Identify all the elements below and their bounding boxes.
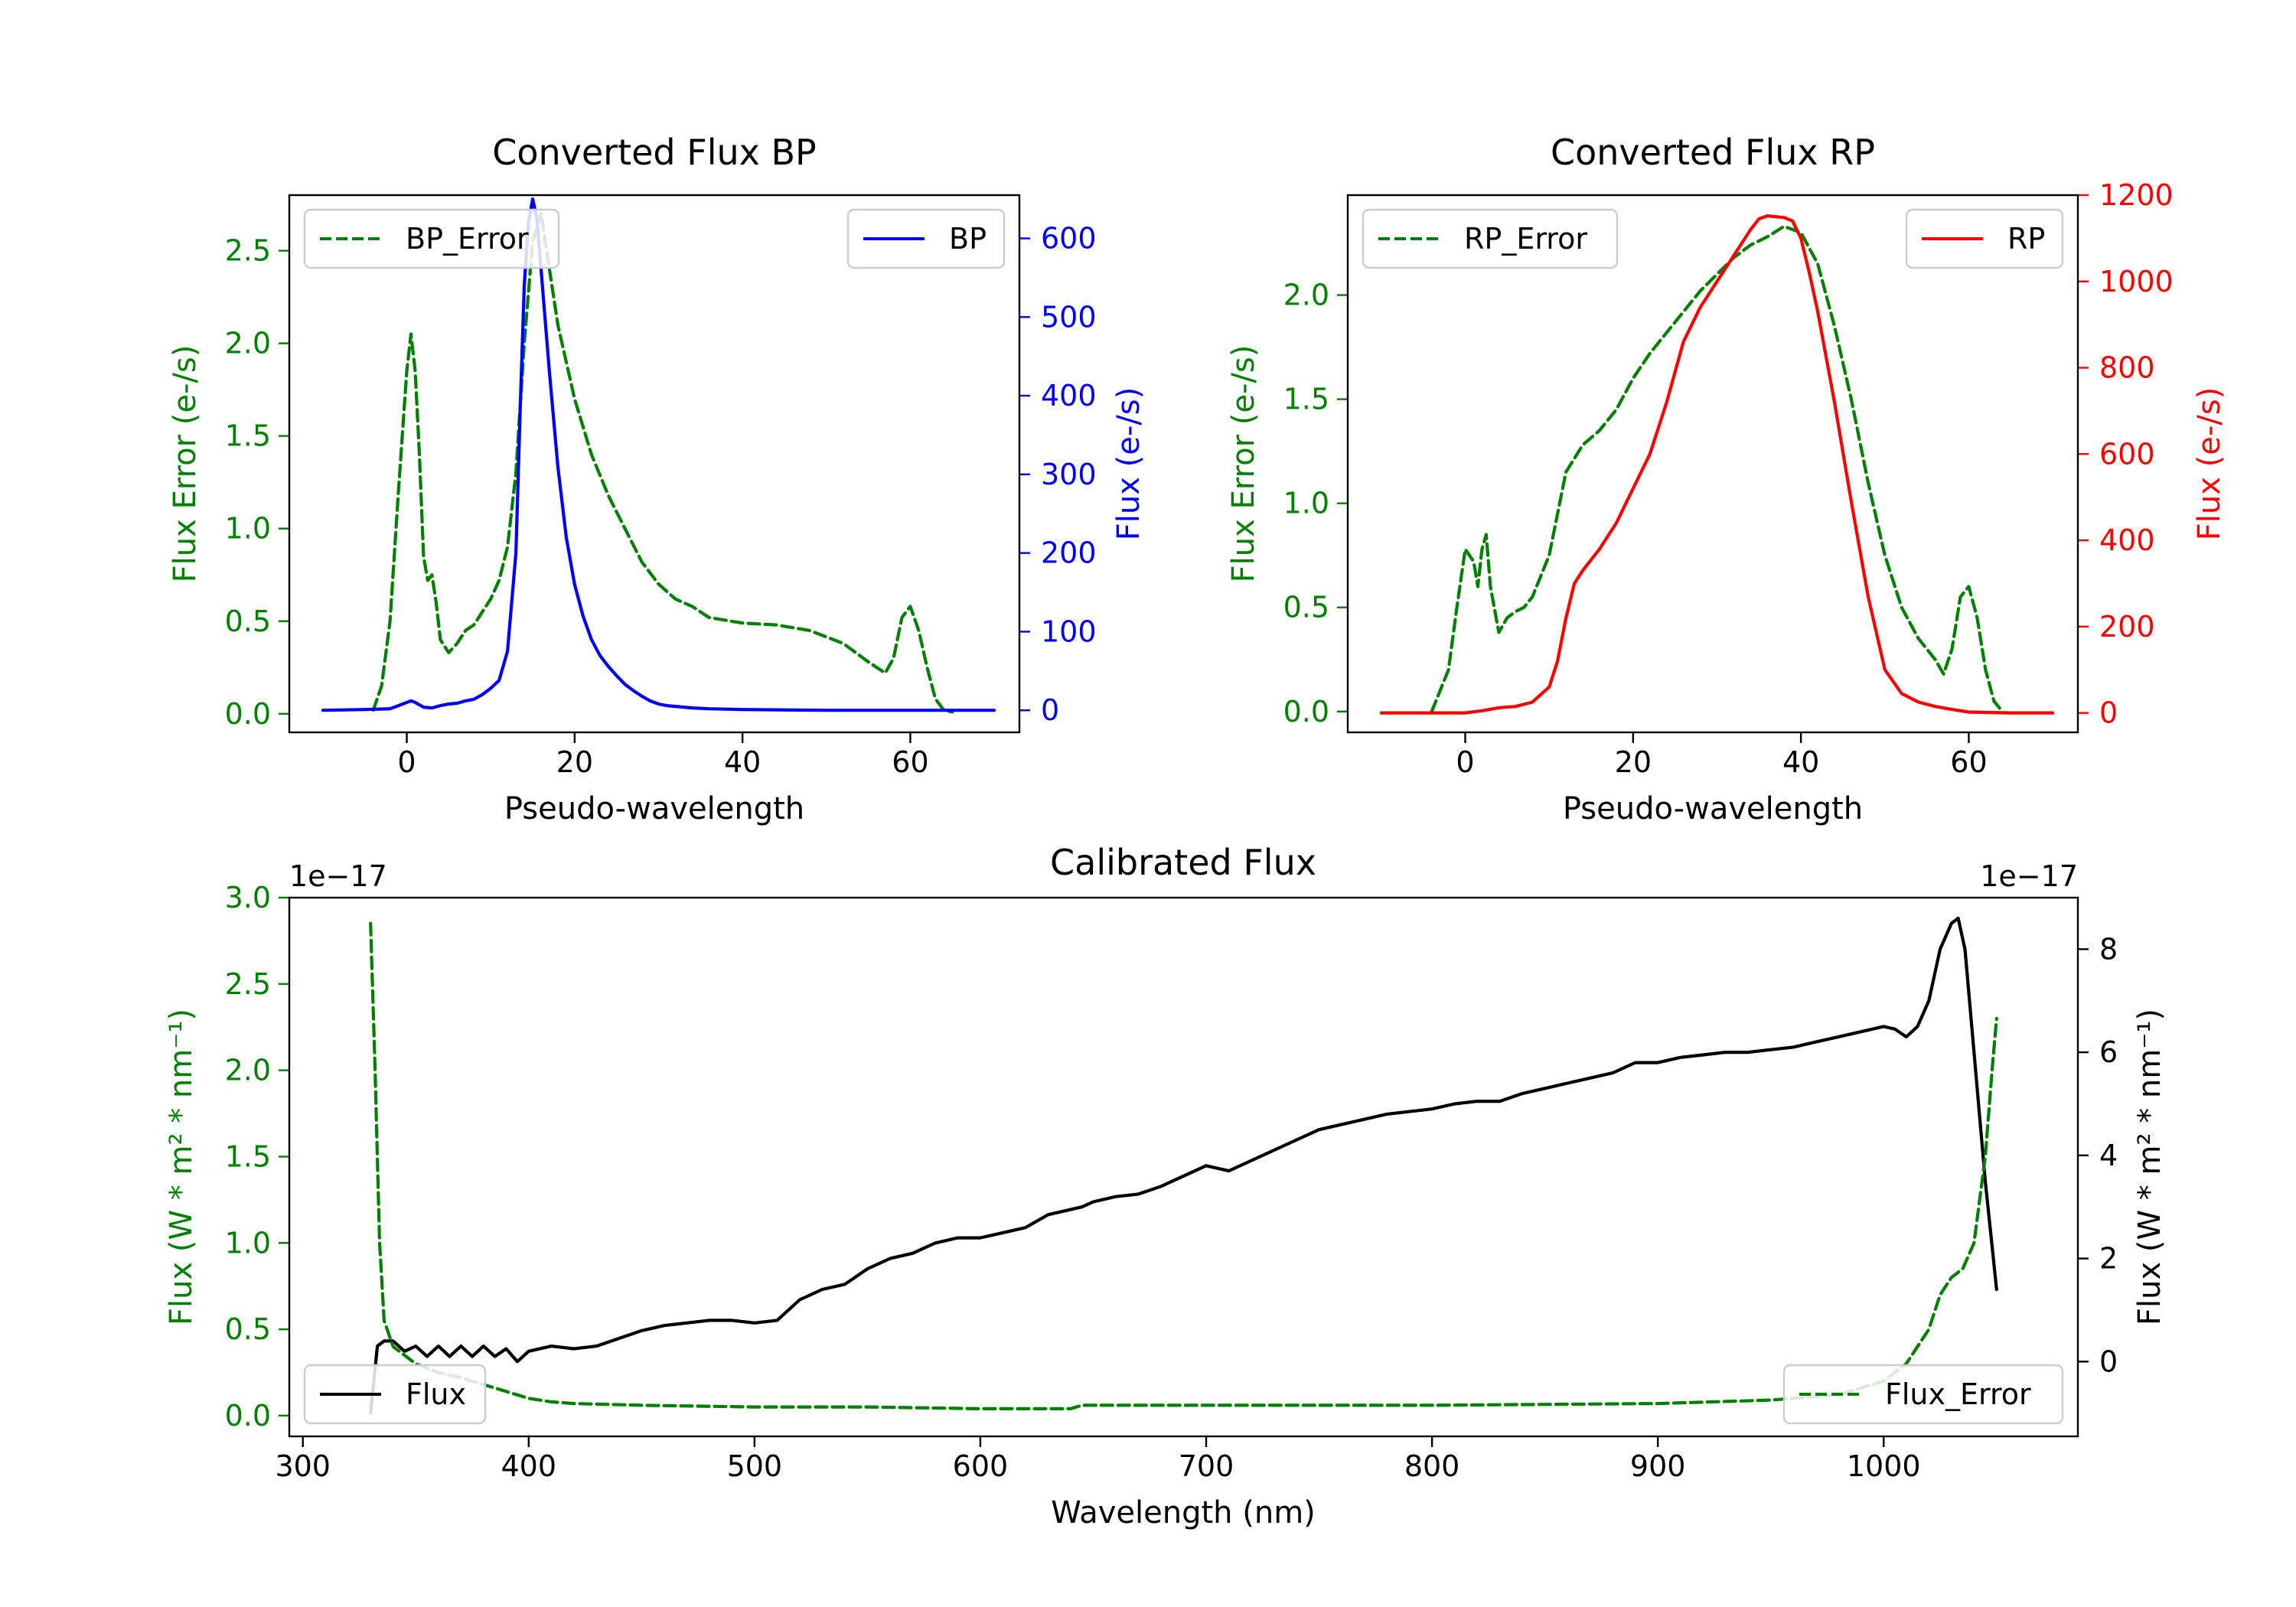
right-tick-label: 1000	[2099, 265, 2174, 298]
right-tick-label: 8	[2099, 932, 2118, 966]
left-offset-text: 1e−17	[289, 859, 387, 893]
right-tick-label: 300	[1041, 458, 1097, 491]
legend-rp[interactable]: RP	[1905, 208, 2064, 269]
x-tick-label: 500	[727, 1449, 783, 1483]
right-offset-text: 1e−17	[1980, 859, 2078, 893]
chart-title: Calibrated Flux	[1050, 842, 1316, 883]
left-tick-label: 1.0	[1283, 487, 1329, 520]
left-tick-label: 0.5	[225, 1312, 271, 1346]
chart-calibrated: Calibrated Flux 1e−17 1e−17 0.0 0.5 1.0 1.5…	[164, 842, 2167, 1530]
legend-rp-error[interactable]: RP_Error	[1362, 208, 1619, 269]
right-tick-label: 600	[2099, 437, 2155, 471]
x-tick-label: 700	[1179, 1449, 1234, 1483]
chart-title: Converted Flux RP	[1551, 132, 1875, 173]
right-tick-label: 100	[1041, 614, 1097, 648]
left-tick-label: 0.5	[1283, 591, 1329, 624]
legend-label: Flux_Error	[1885, 1377, 2031, 1411]
left-tick-label: 2.5	[225, 234, 271, 268]
right-tick-label: 200	[1041, 536, 1097, 570]
right-axis-label: Flux (W * m² * nm⁻¹)	[2132, 1009, 2167, 1325]
legend-label: BP_Error	[406, 222, 529, 256]
right-tick-label: 2	[2099, 1242, 2118, 1276]
right-tick-label: 500	[1041, 300, 1097, 334]
x-axis-label: Pseudo-wavelength	[1563, 791, 1863, 826]
right-tick-label: 200	[2099, 610, 2155, 644]
left-tick-label: 2.0	[1283, 279, 1329, 312]
left-tick-label: 1.5	[225, 1139, 271, 1173]
plot-frame	[288, 194, 1021, 734]
chart-bp: Converted Flux BP 0.0 0.5 1.0 1.5 2.0 2.5 0 10…	[168, 132, 1146, 826]
x-axis-label: Pseudo-wavelength	[504, 791, 804, 826]
x-tick-label: 1000	[1847, 1449, 1921, 1483]
left-tick-label: 0.0	[225, 697, 271, 731]
plot-frame	[1346, 194, 2079, 734]
left-tick-label: 1.0	[225, 1226, 271, 1260]
right-tick-label: 4	[2099, 1139, 2118, 1172]
x-tick-label: 900	[1630, 1449, 1686, 1483]
right-tick-label: 400	[2099, 523, 2155, 557]
series-line-bp-error	[371, 212, 954, 714]
x-tick-label: 60	[892, 745, 928, 779]
x-tick-label: 800	[1404, 1449, 1460, 1483]
chart-rp: Converted Flux RP 0.00.51.01.52.0 020040…	[1226, 132, 2227, 826]
series-line-flux	[369, 916, 1998, 1415]
x-tick-label: 20	[556, 745, 593, 779]
left-axis-label: Flux (W * m² * nm⁻¹)	[164, 1009, 199, 1325]
left-axis-label: Flux Error (e-/s)	[168, 345, 203, 583]
left-tick-label: 2.0	[225, 1054, 271, 1087]
left-tick-label: 1.5	[225, 419, 271, 453]
right-tick-label: 0	[2099, 696, 2118, 730]
right-axis-label: Flux (e-/s)	[2192, 387, 2227, 540]
left-tick-label: 2.0	[225, 327, 271, 360]
right-tick-label: 800	[2099, 351, 2155, 385]
legend-bp-error[interactable]: BP_Error	[303, 208, 560, 269]
right-tick-label: 0	[2099, 1345, 2118, 1378]
right-axis-label: Flux (e-/s)	[1111, 387, 1146, 540]
plot-frame	[288, 896, 2079, 1438]
left-tick-label: 2.5	[225, 967, 271, 1001]
legend-bp[interactable]: BP	[846, 208, 1006, 269]
series-line-rp	[1379, 214, 2055, 715]
x-tick-label: 40	[724, 745, 761, 779]
x-tick-label: 20	[1615, 745, 1652, 779]
right-tick-label: 6	[2099, 1035, 2118, 1069]
left-tick-label: 0.5	[225, 605, 271, 638]
x-tick-label: 0	[1456, 745, 1474, 779]
x-tick-label: 0	[397, 745, 416, 779]
legend-label: RP	[2007, 222, 2045, 256]
left-tick-label: 0.0	[1283, 695, 1329, 729]
left-axis-label: Flux Error (e-/s)	[1226, 345, 1261, 583]
legend-label: RP_Error	[1464, 222, 1587, 256]
x-tick-label: 600	[953, 1449, 1009, 1483]
left-tick-label: 3.0	[225, 881, 271, 914]
left-tick-label: 0.0	[225, 1399, 271, 1433]
series-line-flux-error	[369, 921, 1998, 1411]
x-axis-label: Wavelength (nm)	[1051, 1495, 1316, 1530]
right-tick-label: 0	[1041, 693, 1059, 727]
left-tick-label: 1.5	[1283, 383, 1329, 416]
x-tick-label: 300	[275, 1449, 331, 1483]
legend-flux[interactable]: Flux	[303, 1364, 487, 1425]
left-tick-label: 1.0	[225, 512, 271, 546]
legend-flux-error[interactable]: Flux_Error	[1782, 1364, 2064, 1425]
right-tick-label: 400	[1041, 379, 1097, 412]
x-tick-label: 400	[501, 1449, 557, 1483]
legend-label: BP	[949, 222, 987, 256]
right-tick-label: 1200	[2099, 178, 2174, 212]
legend-label: Flux	[406, 1377, 466, 1411]
x-tick-label: 40	[1782, 745, 1819, 779]
chart-title: Converted Flux BP	[492, 132, 817, 173]
right-tick-label: 600	[1041, 222, 1097, 256]
x-tick-label: 60	[1950, 745, 1987, 779]
series-line-rp-error	[1430, 224, 2004, 713]
